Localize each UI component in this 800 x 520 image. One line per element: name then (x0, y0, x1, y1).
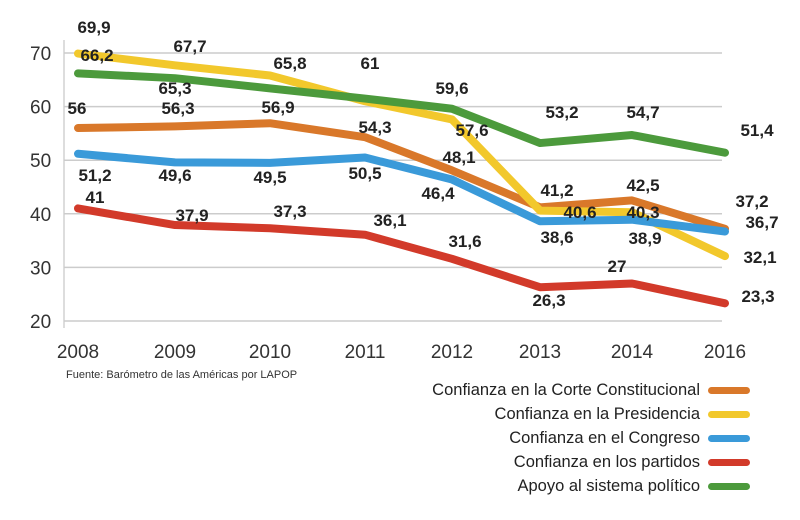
legend-label: Confianza en la Corte Constitucional (432, 380, 700, 399)
data-label: 41 (86, 188, 105, 207)
data-label: 40,3 (626, 203, 659, 222)
legend-swatch (708, 434, 750, 442)
data-label: 26,3 (532, 291, 565, 310)
data-label: 40,6 (563, 203, 596, 222)
data-label: 27 (608, 257, 627, 276)
data-label: 66,2 (80, 46, 113, 65)
data-label: 48,1 (442, 148, 475, 167)
legend-item-corte: Confianza en la Corte Constitucional (432, 378, 750, 402)
legend-item-apoyo: Apoyo al sistema político (432, 474, 750, 498)
data-label: 41,2 (540, 181, 573, 200)
data-label: 46,4 (421, 184, 455, 203)
legend-label: Confianza en el Congreso (509, 428, 700, 447)
legend-label: Confianza en los partidos (513, 452, 700, 471)
data-label: 32,1 (743, 248, 776, 267)
series-line-0 (74, 119, 729, 233)
data-label: 65,3 (158, 79, 191, 98)
legend-swatch (708, 458, 750, 466)
x-tick-label: 2012 (431, 342, 473, 363)
data-label: 57,6 (455, 121, 488, 140)
data-label: 67,7 (173, 37, 206, 56)
source-note: Fuente: Barómetro de las Américas por LA… (66, 369, 298, 381)
data-label: 53,2 (545, 103, 578, 122)
data-label: 50,5 (348, 164, 381, 183)
y-tick-label: 30 (30, 258, 51, 279)
legend-item-partidos: Confianza en los partidos (432, 450, 750, 474)
y-tick-label: 50 (30, 151, 51, 172)
series-line-4 (74, 69, 729, 157)
data-label: 37,3 (273, 202, 306, 221)
legend-label: Apoyo al sistema político (517, 476, 700, 495)
x-tick-label: 2016 (704, 342, 746, 363)
data-label: 37,9 (175, 206, 208, 225)
data-label: 54,7 (626, 103, 659, 122)
data-label: 38,9 (628, 229, 661, 248)
data-label: 37,2 (735, 192, 768, 211)
legend-item-presidencia: Confianza en la Presidencia (432, 402, 750, 426)
data-label: 49,5 (253, 168, 286, 187)
data-label: 51,4 (740, 121, 774, 140)
series-line-1 (74, 49, 729, 261)
legend-swatch (708, 386, 750, 394)
x-tick-label: 2013 (519, 342, 561, 363)
data-label: 59,6 (435, 79, 468, 98)
legend-swatch (708, 410, 750, 418)
series-line-3 (74, 204, 729, 308)
y-tick-label: 40 (30, 205, 51, 226)
data-label: 42,5 (626, 176, 659, 195)
data-label: 36,1 (373, 211, 406, 230)
y-tick-label: 60 (30, 98, 51, 119)
y-tick-label: 20 (30, 312, 51, 333)
data-label: 49,6 (158, 166, 191, 185)
data-label: 56,9 (261, 98, 294, 117)
x-tick-label: 2009 (154, 342, 196, 363)
legend-swatch (708, 482, 750, 490)
data-label: 56,3 (161, 99, 194, 118)
data-label: 36,7 (745, 213, 778, 232)
data-label: 54,3 (358, 118, 391, 137)
legend-item-congreso: Confianza en el Congreso (432, 426, 750, 450)
y-tick-label: 70 (30, 44, 51, 65)
series-line-2 (74, 149, 729, 236)
data-label: 61 (361, 54, 380, 73)
x-tick-label: 2008 (57, 342, 99, 363)
data-label: 69,9 (77, 18, 110, 37)
x-tick-label: 2011 (345, 342, 386, 363)
data-label: 38,6 (540, 228, 573, 247)
legend: Confianza en la Corte Constitucional Con… (432, 378, 750, 498)
x-tick-label: 2010 (249, 342, 291, 363)
data-label: 51,2 (78, 166, 111, 185)
legend-label: Confianza en la Presidencia (494, 404, 700, 423)
data-label: 23,3 (741, 287, 774, 306)
x-tick-label: 2014 (611, 342, 654, 363)
data-label: 56 (68, 99, 87, 118)
data-label: 65,8 (273, 54, 306, 73)
data-label: 31,6 (448, 232, 481, 251)
